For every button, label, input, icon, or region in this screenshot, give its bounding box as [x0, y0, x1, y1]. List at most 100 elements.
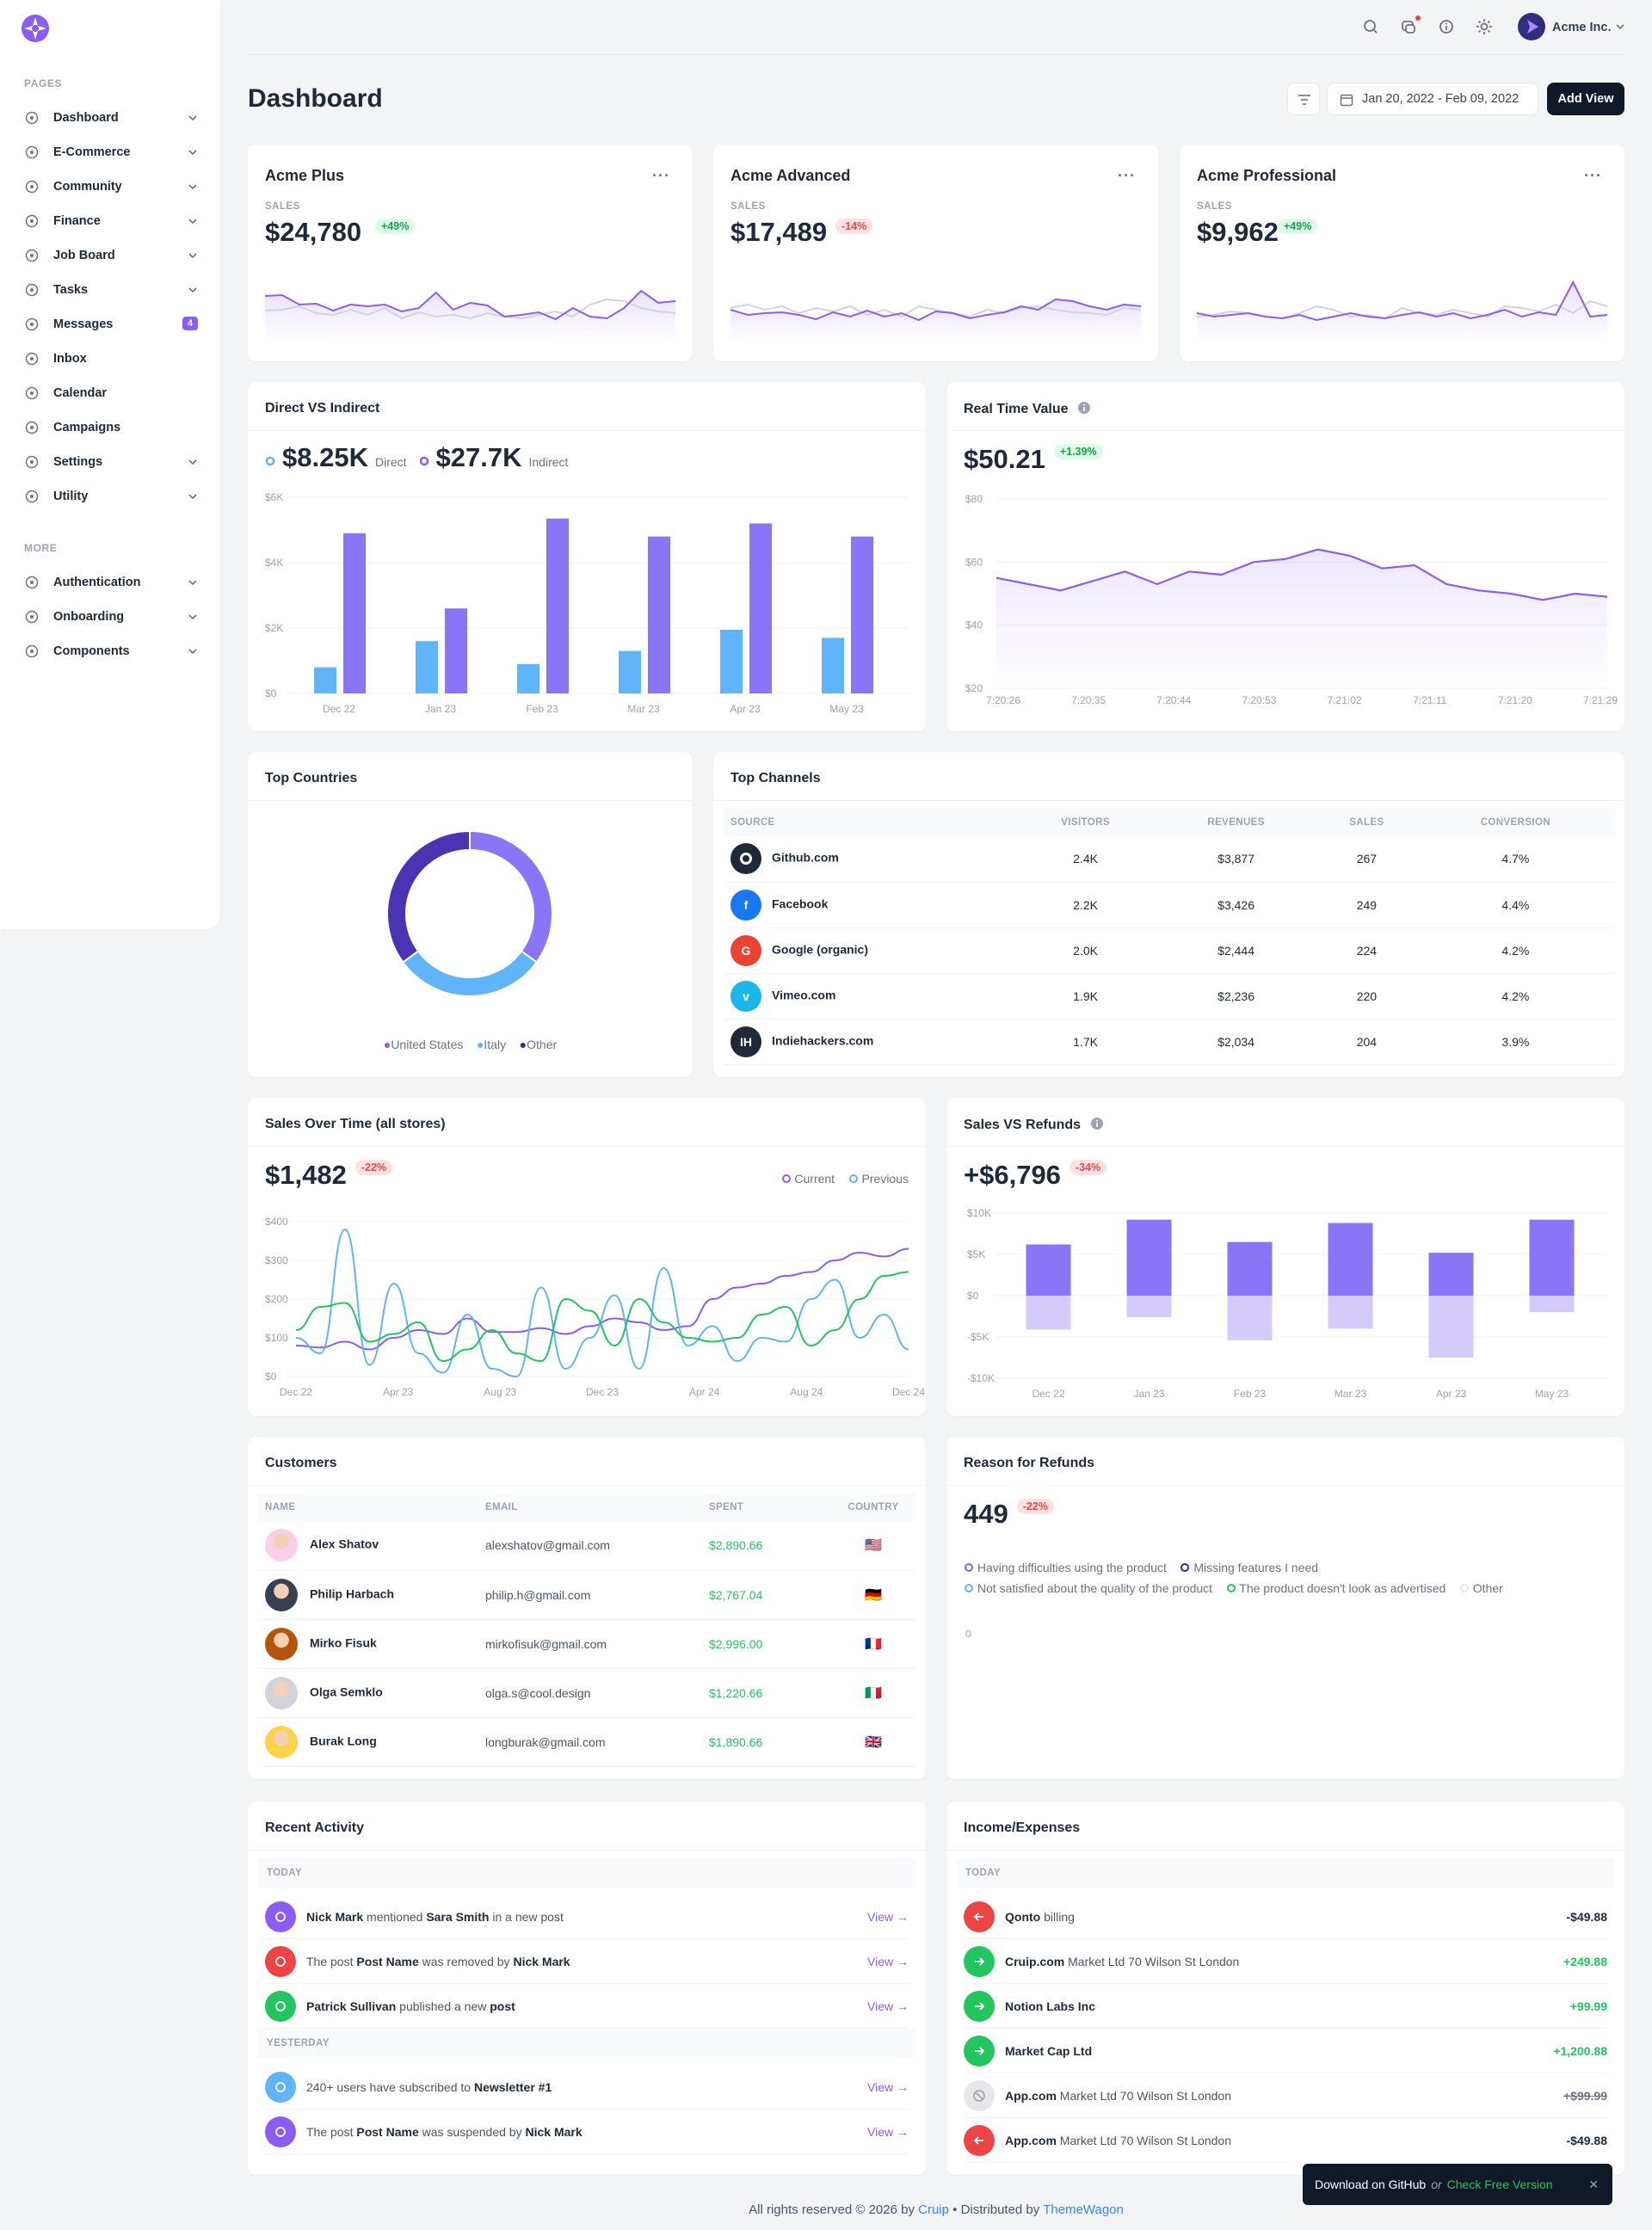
sidebar-item-inbox[interactable]: Inbox [24, 348, 200, 370]
table-row[interactable]: Alex Shatov alexshatov@gmail.com $2,890.… [258, 1521, 915, 1571]
legend-not-satisfied[interactable]: Not satisfied about the quality of the p… [964, 1581, 1212, 1595]
cruip-link[interactable]: Cruip [918, 2202, 949, 2217]
transaction-name: App.com [1005, 2088, 1057, 2103]
sparkline-area [1197, 282, 1607, 342]
sidebar-item-onboarding[interactable]: Onboarding [24, 606, 200, 628]
bar-direct[interactable] [416, 641, 438, 693]
legend-item-italy[interactable]: ●Italy [476, 1038, 507, 1051]
table-row[interactable]: G Google (organic) 2.0K $2,444 224 4.2% [724, 927, 1615, 974]
donut-slice-united-states[interactable] [469, 829, 553, 964]
source-name: Facebook [772, 896, 829, 911]
sidebar-item-community[interactable]: Community [24, 176, 200, 198]
sidebar-item-settings[interactable]: Settings [24, 451, 200, 473]
view-link[interactable]: View → [867, 2079, 909, 2094]
add-view-button[interactable]: Add View [1547, 83, 1624, 115]
donut-slice-other[interactable] [386, 829, 471, 964]
filter-button[interactable] [1287, 83, 1320, 115]
bar-direct[interactable] [517, 663, 539, 693]
table-row[interactable]: Github.com 2.4K $3,877 267 4.7% [724, 836, 1615, 883]
bar-sales[interactable] [1529, 1219, 1575, 1296]
sidebar-item-cart[interactable]: E-Commerce [24, 141, 200, 163]
sidebar-item-calendar[interactable]: Calendar [24, 382, 200, 404]
bar-refunds[interactable] [1328, 1296, 1373, 1329]
card-title: Top Channels [730, 771, 821, 785]
bar-refunds[interactable] [1428, 1296, 1474, 1358]
bar-refunds[interactable] [1529, 1296, 1575, 1313]
bar-direct[interactable] [822, 638, 844, 693]
y-tick-label: $80 [965, 493, 983, 505]
theme-toggle-icon[interactable] [1475, 17, 1494, 36]
view-link[interactable]: View → [867, 1909, 909, 1924]
legend-missing-features[interactable]: Missing features I need [1180, 1561, 1318, 1574]
logo-icon[interactable] [21, 14, 50, 43]
visitors-cell: 2.4K [1016, 836, 1156, 883]
view-link[interactable]: View → [867, 2124, 909, 2139]
more-options-icon[interactable]: ··· [652, 167, 670, 184]
table-row[interactable]: v Vimeo.com 1.9K $2,236 220 4.2% [724, 973, 1615, 1020]
info-icon[interactable] [1077, 401, 1091, 415]
bar-sales[interactable] [1026, 1244, 1071, 1296]
download-github-link[interactable]: Download on GitHub [1315, 2178, 1427, 2191]
themewagon-link[interactable]: ThemeWagon [1043, 2202, 1124, 2217]
table-row[interactable]: Mirko Fisuk mirkofisuk@gmail.com $2,996.… [258, 1619, 915, 1669]
view-link[interactable]: View → [867, 1999, 909, 2013]
table-row[interactable]: Olga Semklo olga.s@cool.design $1,220.66… [258, 1668, 915, 1718]
bar-sales[interactable] [1227, 1241, 1273, 1296]
account-menu[interactable]: Acme Inc. [1552, 21, 1625, 34]
search-icon[interactable] [1361, 17, 1380, 36]
legend-other[interactable]: Other [1459, 1581, 1503, 1595]
donut-slice-italy[interactable] [401, 950, 539, 997]
bar-direct[interactable] [314, 667, 336, 693]
sidebar-item-utility[interactable]: Utility [24, 485, 200, 508]
bar-indirect[interactable] [851, 536, 873, 693]
kpi-card-0: Acme Plus ··· SALES $24,780 +49% [248, 145, 693, 361]
info-icon[interactable] [1437, 17, 1456, 36]
bar-sales[interactable] [1126, 1219, 1172, 1296]
customer-name: Alex Shatov [310, 1537, 379, 1551]
sidebar-item-campaigns[interactable]: Campaigns [24, 416, 200, 439]
bar-refunds[interactable] [1126, 1296, 1172, 1317]
sidebar-item-dashboard[interactable]: Dashboard [24, 107, 200, 129]
date-range-picker[interactable]: Jan 20, 2022 - Feb 09, 2022 [1327, 83, 1538, 115]
table-row[interactable]: f Facebook 2.2K $3,426 249 4.4% [724, 882, 1615, 928]
bar-indirect[interactable] [445, 608, 467, 693]
bar-indirect[interactable] [749, 523, 772, 693]
sidebar-item-components[interactable]: Components [24, 640, 200, 662]
account-avatar[interactable] [1518, 13, 1545, 40]
sidebar-item-tasks[interactable]: Tasks [24, 279, 200, 301]
chevron-down-icon [188, 287, 197, 293]
series-line-2 [295, 1271, 909, 1363]
bar-direct[interactable] [720, 629, 743, 693]
legend-current[interactable]: Current [781, 1172, 835, 1186]
legend-difficulties[interactable]: Having difficulties using the product [964, 1561, 1167, 1574]
more-options-icon[interactable]: ··· [1584, 167, 1602, 184]
table-row[interactable]: Philip Harbach philip.h@gmail.com $2,767… [258, 1570, 915, 1620]
table-row[interactable]: Burak Long longburak@gmail.com $1,890.66… [258, 1717, 915, 1767]
bar-refunds[interactable] [1026, 1296, 1071, 1330]
legend-item-us[interactable]: ●United States [383, 1038, 464, 1051]
indirect-legend-dot [419, 456, 428, 466]
bar-sales[interactable] [1428, 1253, 1474, 1296]
bar-indirect[interactable] [546, 518, 569, 693]
sidebar-item-jobboard[interactable]: Job Board [24, 244, 200, 267]
table-row[interactable]: IH Indiehackers.com 1.7K $2,034 204 3.9% [724, 1019, 1615, 1065]
bar-sales[interactable] [1328, 1223, 1373, 1296]
close-banner-button[interactable]: ✕ [1588, 2177, 1599, 2191]
legend-previous[interactable]: Previous [848, 1172, 909, 1186]
bar-indirect[interactable] [343, 533, 366, 693]
notifications-icon[interactable] [1399, 17, 1418, 36]
bar-refunds[interactable] [1227, 1296, 1273, 1340]
bar-indirect[interactable] [648, 536, 670, 693]
legend-item-other[interactable]: ●Other [519, 1038, 558, 1051]
info-icon[interactable] [1090, 1117, 1104, 1130]
free-version-link[interactable]: Check Free Version [1446, 2178, 1553, 2191]
messages-icon [25, 317, 39, 331]
sidebar-item-finance[interactable]: Finance [24, 210, 200, 232]
bar-direct[interactable] [619, 650, 641, 693]
view-link[interactable]: View → [867, 1954, 909, 1968]
more-options-icon[interactable]: ··· [1118, 167, 1136, 184]
sidebar-item-messages[interactable]: Messages 4 [24, 313, 200, 336]
legend-not-as-advertised[interactable]: The product doesn't look as advertised [1226, 1581, 1446, 1595]
source-name: Github.com [772, 850, 839, 865]
sidebar-item-authentication[interactable]: Authentication [24, 571, 200, 594]
